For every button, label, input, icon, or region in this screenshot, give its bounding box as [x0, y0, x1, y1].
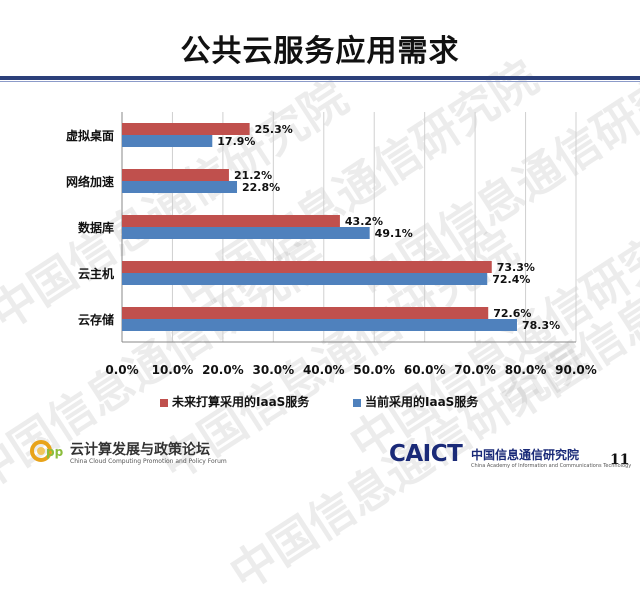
data-label: 43.2% [345, 215, 383, 228]
bar [122, 273, 488, 285]
x-tick-label: 20.0% [202, 363, 244, 377]
data-label: 78.3% [522, 319, 560, 332]
chart-bars [122, 123, 517, 331]
x-tick-label: 50.0% [353, 363, 395, 377]
x-tick-label: 30.0% [253, 363, 295, 377]
forum-name: 云计算发展与政策论坛 [70, 442, 210, 458]
data-label: 22.8% [242, 181, 280, 194]
bar [122, 135, 213, 147]
data-label: 73.3% [497, 261, 535, 274]
x-tick-label: 40.0% [303, 363, 345, 377]
data-label: 17.9% [217, 135, 255, 148]
x-tick-label: 80.0% [505, 363, 547, 377]
category-label: 网络加速 [66, 174, 114, 189]
forum-logo-icon: pp [30, 440, 64, 462]
category-label: 云存储 [78, 312, 114, 327]
x-tick-label: 90.0% [555, 363, 597, 377]
data-labels: 25.3%17.9% 21.2%22.8% 43.2%49.1% 73.3%72.4%… [217, 123, 560, 332]
x-tick-label: 10.0% [152, 363, 194, 377]
bar [122, 261, 492, 273]
legend-label-current: 当前采用的IaaS服务 [365, 395, 479, 409]
bar [122, 227, 370, 239]
caict-name-en: China Academy of Information and Communi… [471, 463, 632, 469]
data-label: 72.4% [492, 273, 530, 286]
x-tick-label: 0.0% [105, 363, 138, 377]
legend-swatch-current [353, 398, 361, 407]
bar [122, 307, 489, 319]
title-divider-thin [0, 81, 640, 82]
svg-text:pp: pp [46, 445, 64, 459]
bar [122, 215, 340, 227]
x-tick-label: 70.0% [454, 363, 496, 377]
legend-label-future: 未来打算采用的IaaS服务 [172, 395, 310, 409]
bar [122, 319, 517, 331]
data-label: 49.1% [375, 227, 413, 240]
category-label: 数据库 [78, 220, 114, 235]
caict-name: 中国信息通信研究院 [471, 448, 580, 462]
legend-swatch-future [160, 398, 168, 407]
x-tick-labels: 0.0% 10.0% 20.0% 30.0% 40.0% 50.0% 60.0% 70.0% 8… [105, 363, 596, 377]
data-label: 25.3% [255, 123, 293, 136]
caict-brand: CAICT [389, 441, 463, 467]
legend-item-future: 未来打算采用的IaaS服务 [160, 393, 309, 410]
bar [122, 181, 238, 193]
data-label: 21.2% [234, 169, 272, 182]
x-tick-label: 60.0% [404, 363, 446, 377]
category-label: 虚拟桌面 [66, 128, 114, 143]
slide: 中国信息通信研究院 中国信息通信研究院 中国信息通信研究院 中国信息通信研究院 中国信息… [0, 34, 640, 601]
data-label: 72.6% [493, 307, 531, 320]
title-divider [0, 76, 640, 80]
page-title: 公共云服务应用需求 [180, 34, 460, 69]
bar [122, 123, 250, 135]
bar [122, 169, 229, 181]
category-label: 云主机 [78, 266, 114, 281]
page-number: 11 [610, 452, 630, 468]
forum-name-en: China Cloud Computing Promotion and Poli… [70, 458, 227, 465]
legend-item-current: 当前采用的IaaS服务 [353, 393, 478, 410]
